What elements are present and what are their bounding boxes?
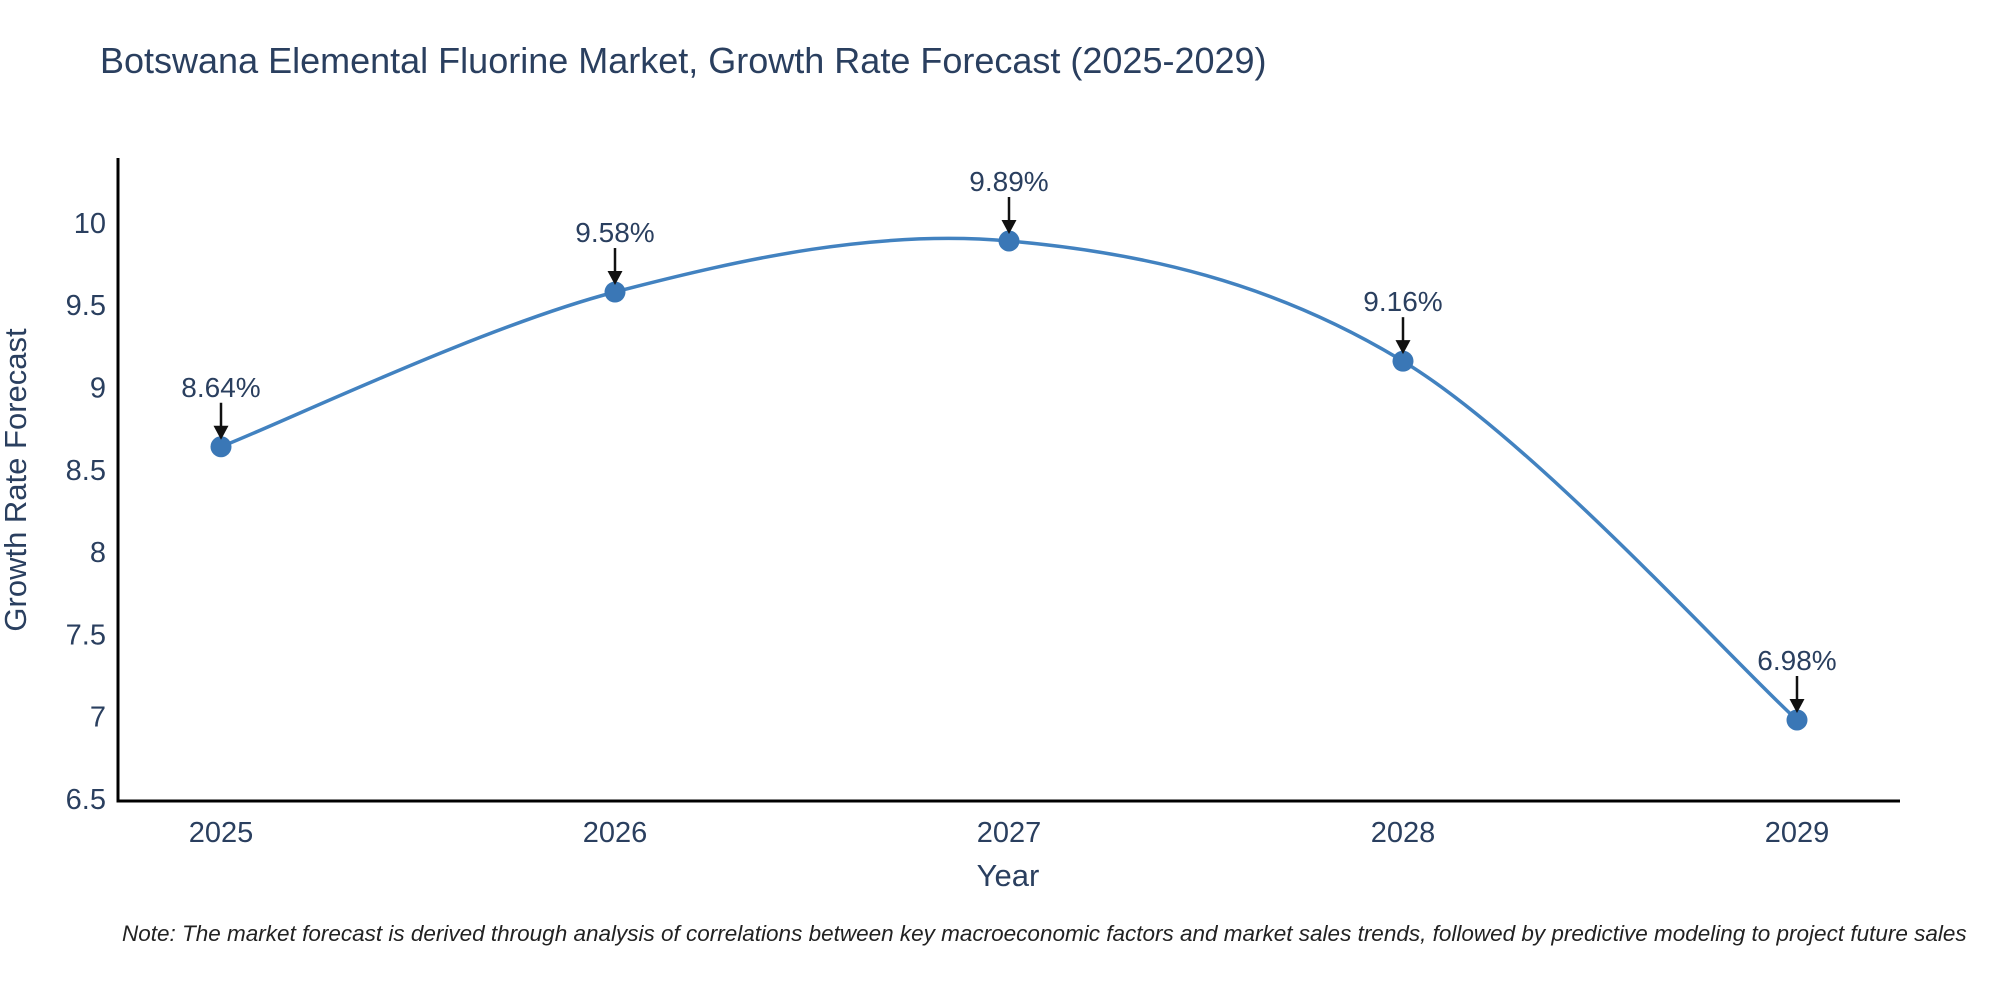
y-tick-label: 9 <box>90 373 106 405</box>
point-value-label: 9.89% <box>969 166 1048 197</box>
data-point-marker <box>1786 709 1808 731</box>
annotation-arrowhead <box>607 271 623 286</box>
footnote: Note: The market forecast is derived thr… <box>122 921 1967 946</box>
chart-title: Botswana Elemental Fluorine Market, Grow… <box>100 40 1267 81</box>
x-axis-title: Year <box>977 858 1040 893</box>
x-tick-label: 2029 <box>1765 817 1830 849</box>
y-tick-label: 7 <box>90 702 106 734</box>
x-tick-label: 2026 <box>583 817 648 849</box>
x-tick-label: 2025 <box>189 817 254 849</box>
point-value-label: 9.58% <box>575 217 654 248</box>
data-point-marker <box>998 230 1020 252</box>
y-axis-title: Growth Rate Forecast <box>0 328 33 632</box>
y-tick-label: 8 <box>90 537 106 569</box>
x-tick-label: 2027 <box>977 817 1042 849</box>
annotation-arrowhead <box>1395 340 1411 355</box>
x-tick-label: 2028 <box>1371 817 1436 849</box>
point-value-label: 6.98% <box>1757 645 1836 676</box>
data-point-marker <box>1392 350 1414 372</box>
y-tick-label: 7.5 <box>66 619 106 651</box>
data-point-markers <box>210 230 1808 731</box>
y-tick-label: 9.5 <box>66 290 106 322</box>
point-value-label: 8.64% <box>181 372 260 403</box>
y-tick-label: 10 <box>74 208 106 240</box>
y-tick-label: 8.5 <box>66 455 106 487</box>
annotation-arrowhead <box>213 425 229 440</box>
annotation-arrowhead <box>1001 220 1017 235</box>
x-axis-tick-labels: 2025 2026 2027 2028 2029 <box>189 817 1830 849</box>
point-annotations: 8.64% 9.58% 9.89% 9.16% 6.98% <box>181 166 1837 713</box>
data-point-marker <box>210 436 232 458</box>
point-value-label: 9.16% <box>1363 286 1442 317</box>
annotation-arrowhead <box>1789 698 1805 713</box>
y-tick-label: 6.5 <box>66 784 106 816</box>
forecast-spline-line <box>219 236 1799 722</box>
data-point-marker <box>604 281 626 303</box>
y-axis-tick-labels: 6.5 7 7.5 8 8.5 9 9.5 10 <box>66 208 106 816</box>
